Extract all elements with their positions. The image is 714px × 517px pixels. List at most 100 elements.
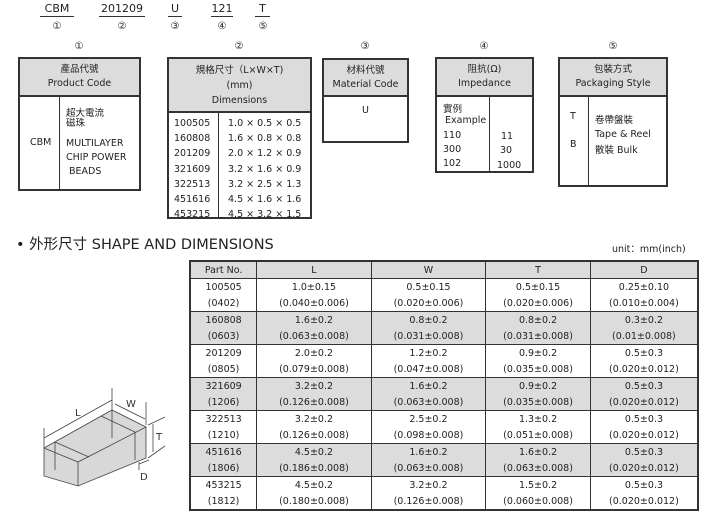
product-code-box: 產品代號 Product Code CBM 超大電流 磁珠 MULTILAYER … — [18, 57, 141, 191]
dimension-cell: (0.063±0.008) — [370, 394, 487, 411]
impedance-title-zh: 阻抗(Ω) — [467, 64, 502, 75]
dims-size: 4.5 × 1.6 × 1.6 — [228, 193, 302, 205]
box-num-3: ③ — [360, 41, 370, 52]
dimension-cell: 0.5±0.3 — [589, 410, 699, 427]
table-row: 322513 3.2±0.2 2.5±0.2 1.3±0.2 0.5±0.3 — [189, 410, 699, 427]
dims-code: 201209 — [174, 148, 211, 160]
dimension-cell: 1.5±0.2 — [485, 476, 591, 493]
label-D: D — [140, 472, 148, 483]
dimension-cell: 0.5±0.3 — [589, 377, 699, 394]
dimension-cell: (0.051±0.008) — [485, 427, 591, 444]
code-num-1: ① — [52, 21, 62, 32]
dims-code: 160808 — [174, 133, 211, 145]
dims-size: 3.2 × 2.5 × 1.3 — [228, 178, 302, 190]
part-number: 321609 — [189, 377, 258, 394]
dimension-cell: (0.031±0.008) — [485, 328, 591, 345]
dims-size: 3.2 × 1.6 × 0.9 — [228, 163, 302, 175]
code-num-4: ④ — [217, 21, 227, 32]
packaging-title-en: Packaging Style — [575, 78, 651, 89]
dims-code: 100505 — [174, 118, 211, 129]
dimension-cell: 1.6±0.2 — [370, 377, 487, 394]
box-num-4: ④ — [479, 41, 489, 52]
code-dimension: 201209 — [99, 2, 145, 17]
dimension-cell: (0.126±0.008) — [256, 427, 372, 444]
label-T: T — [155, 432, 163, 443]
dimension-cell: (0.126±0.008) — [256, 394, 372, 411]
table-row: 321609 3.2±0.2 1.6±0.2 0.9±0.2 0.5±0.3 — [189, 377, 699, 394]
dimension-cell: (0.020±0.006) — [370, 295, 487, 312]
packaging-code-b: B — [570, 139, 577, 150]
impedance-value-1: 11 — [501, 131, 514, 142]
impedance-title-en: Impedance — [458, 78, 511, 89]
dimension-cell: 4.5±0.2 — [256, 476, 372, 493]
dimension-cell: 0.8±0.2 — [370, 311, 487, 328]
label-W: W — [126, 399, 136, 410]
inch-code: (1206) — [189, 394, 258, 411]
dims-row: 201209 2.0 × 1.2 × 0.9 — [169, 146, 310, 161]
dimension-cell: 0.8±0.2 — [485, 311, 591, 328]
dims-row: 100505 1.0 × 0.5 × 0.5 — [169, 116, 310, 131]
dimension-cell: 2.0±0.2 — [256, 344, 372, 361]
inch-code: (0603) — [189, 328, 258, 345]
table-row: (1812) (0.180±0.008) (0.126±0.008) (0.060±0… — [189, 493, 699, 510]
dimension-cell: 0.25±0.10 — [589, 278, 699, 295]
dimension-cell: 1.3±0.2 — [485, 410, 591, 427]
dimension-cell: 0.5±0.3 — [589, 476, 699, 493]
dimension-cell: (0.047±0.008) — [370, 361, 487, 378]
col-header-w: W — [370, 261, 487, 279]
box-num-5: ⑤ — [608, 41, 618, 52]
dimension-cell: 1.6±0.2 — [256, 311, 372, 328]
table-row: (1806) (0.186±0.008) (0.063±0.008) (0.063±0… — [189, 460, 699, 477]
dimension-cell: (0.020±0.012) — [589, 427, 699, 444]
dims-row: 321609 3.2 × 1.6 × 0.9 — [169, 162, 310, 177]
dims-size: 4.5 × 3.2 × 1.5 — [228, 209, 302, 221]
label-L: L — [75, 408, 81, 419]
inch-code: (0805) — [189, 361, 258, 378]
dimension-cell: 0.5±0.15 — [370, 278, 487, 295]
dimension-cell: 4.5±0.2 — [256, 443, 372, 460]
product-desc-en: MULTILAYER CHIP POWER BEADS — [66, 138, 127, 177]
dimensions-box: 規格尺寸（L×W×T) (mm) Dimensions 100505 1.0 × 0.… — [167, 57, 312, 222]
dimension-cell: (0.035±0.008) — [485, 394, 591, 411]
table-row: (0402) (0.040±0.006) (0.020±0.006) (0.020±0… — [189, 295, 699, 312]
dims-title-en: Dimensions — [211, 95, 268, 106]
chip-dimension-diagram: L W T D — [43, 388, 166, 487]
code-num-3: ③ — [170, 21, 180, 32]
dimension-cell: 0.5±0.15 — [485, 278, 591, 295]
dimension-cell: (0.060±0.008) — [485, 493, 591, 510]
dimension-cell: 1.6±0.2 — [485, 443, 591, 460]
table-row: 160808 1.6±0.2 0.8±0.2 0.8±0.2 0.3±0.2 — [189, 311, 699, 328]
dims-row: 453215 4.5 × 3.2 × 1.5 — [169, 207, 310, 222]
dimension-cell: (0.020±0.012) — [589, 460, 699, 477]
dims-title-zh: 規格尺寸（L×W×T) — [195, 65, 284, 76]
part-number: 451616 — [189, 443, 258, 460]
part-number: 201209 — [189, 344, 258, 361]
impedance-example-zh: 實例 — [443, 104, 463, 115]
dims-row: 451616 4.5 × 1.6 × 1.6 — [169, 192, 310, 207]
code-packaging: T — [255, 2, 270, 17]
impedance-example-en: Example — [445, 115, 487, 126]
dimension-cell: (0.031±0.008) — [370, 328, 487, 345]
impedance-value-3: 1000 — [497, 160, 522, 171]
box-num-1: ① — [74, 41, 84, 52]
col-header-part-no: Part No. — [189, 261, 258, 279]
material-title-zh: 材料代號 — [346, 65, 385, 76]
dims-code: 451616 — [174, 193, 211, 205]
dimension-cell: (0.063±0.008) — [256, 328, 372, 345]
table-row: (0603) (0.063±0.008) (0.031±0.008) (0.031±0… — [189, 328, 699, 345]
dimension-cell: (0.180±0.008) — [256, 493, 372, 510]
part-number: 100505 — [189, 278, 258, 295]
product-desc-zh: 超大電流 磁珠 — [66, 108, 105, 129]
packaging-code-t: T — [570, 111, 576, 122]
impedance-code-1: 110 — [443, 130, 462, 141]
dimension-cell: (0.01±0.008) — [589, 328, 699, 345]
dimension-cell: 3.2±0.2 — [370, 476, 487, 493]
dimension-cell: 1.0±0.15 — [256, 278, 372, 295]
dimension-cell: 0.9±0.2 — [485, 344, 591, 361]
product-title-zh: 產品代號 — [60, 64, 99, 75]
dimensions-table: Part No. L W T D 100505 1.0±0.15 0.5±0.15 0… — [189, 260, 699, 511]
dimension-cell: (0.020±0.012) — [589, 493, 699, 510]
table-row: 201209 2.0±0.2 1.2±0.2 0.9±0.2 0.5±0.3 — [189, 344, 699, 361]
dimension-cell: (0.020±0.006) — [485, 295, 591, 312]
dims-size: 1.6 × 0.8 × 0.8 — [228, 133, 302, 145]
